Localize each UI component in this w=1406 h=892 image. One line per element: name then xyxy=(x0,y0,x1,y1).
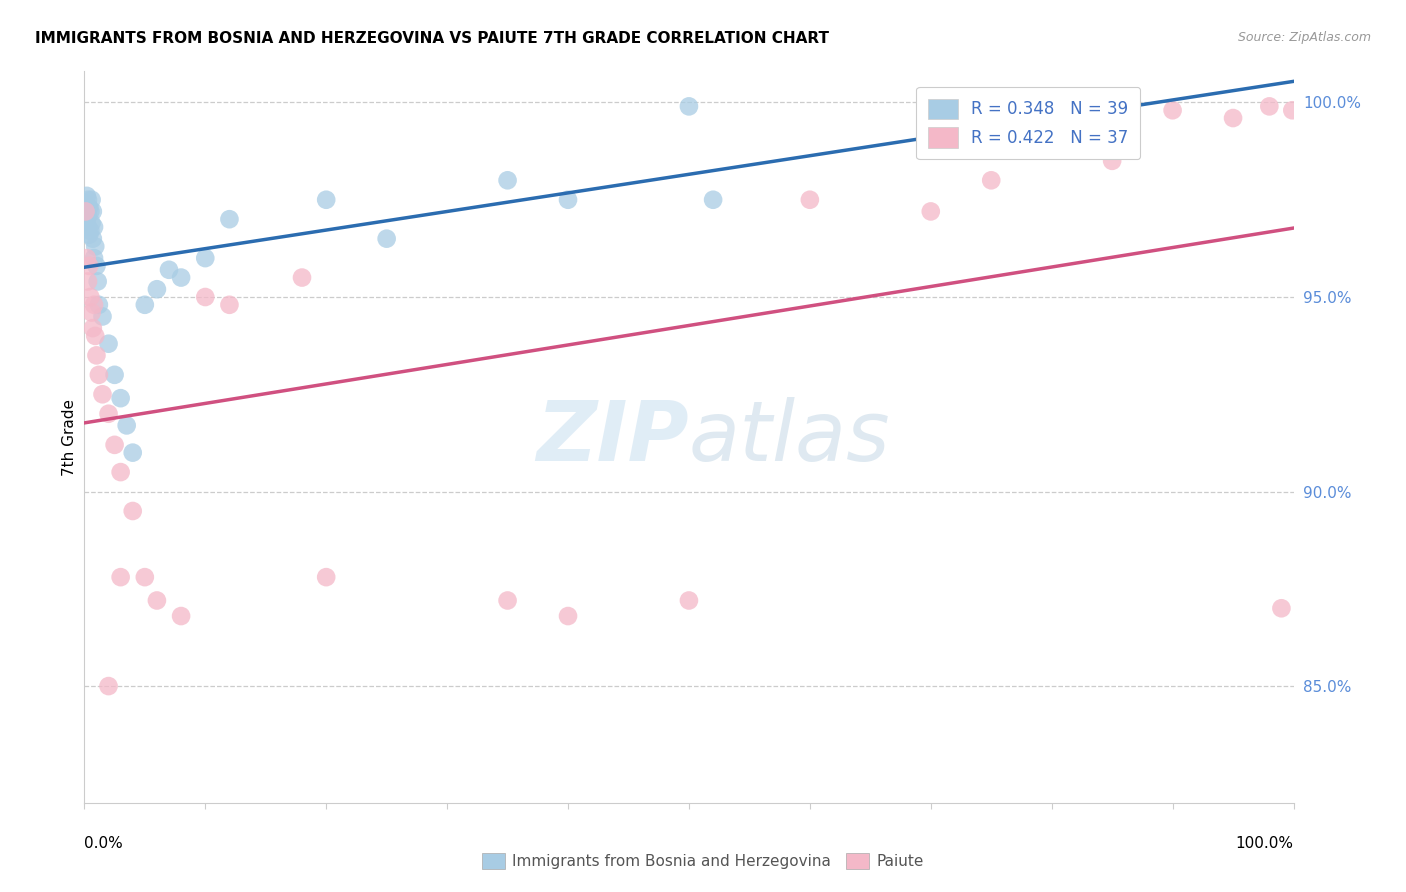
Point xyxy=(86,275,108,289)
Point xyxy=(79,204,101,219)
Point xyxy=(104,438,127,452)
Point xyxy=(110,391,132,405)
Point xyxy=(146,593,169,607)
Point xyxy=(170,270,193,285)
Text: 0.0%: 0.0% xyxy=(84,836,124,851)
Text: 100.0%: 100.0% xyxy=(1236,836,1294,851)
Point xyxy=(83,219,105,234)
Point xyxy=(86,259,108,273)
Point xyxy=(83,251,105,265)
Point xyxy=(97,679,120,693)
Point xyxy=(1258,99,1281,113)
Y-axis label: 7th Grade: 7th Grade xyxy=(62,399,77,475)
Point xyxy=(84,329,107,343)
Point xyxy=(134,298,156,312)
Point xyxy=(76,189,98,203)
Point xyxy=(77,259,100,273)
Point xyxy=(375,232,398,246)
Point xyxy=(194,251,217,265)
Point xyxy=(557,609,579,624)
Point xyxy=(97,336,120,351)
Point xyxy=(86,348,108,362)
Text: Source: ZipAtlas.com: Source: ZipAtlas.com xyxy=(1237,31,1371,45)
Point xyxy=(110,570,132,584)
Point xyxy=(496,173,519,187)
Point xyxy=(146,282,169,296)
Point xyxy=(1281,103,1303,118)
Point xyxy=(82,204,104,219)
Point xyxy=(77,275,100,289)
Point xyxy=(1101,153,1123,168)
Point xyxy=(557,193,579,207)
Point xyxy=(115,418,138,433)
Point xyxy=(82,232,104,246)
Point xyxy=(75,204,97,219)
Text: ZIP: ZIP xyxy=(536,397,689,477)
Point xyxy=(77,201,100,215)
Point xyxy=(76,251,98,265)
Point xyxy=(77,227,100,242)
Legend: Immigrants from Bosnia and Herzegovina, Paiute: Immigrants from Bosnia and Herzegovina, … xyxy=(475,847,931,875)
Point xyxy=(83,298,105,312)
Point xyxy=(315,570,337,584)
Point xyxy=(1222,111,1244,125)
Text: atlas: atlas xyxy=(689,397,890,477)
Point xyxy=(91,310,114,324)
Point xyxy=(799,193,821,207)
Point xyxy=(104,368,127,382)
Point xyxy=(194,290,217,304)
Point xyxy=(291,270,314,285)
Point xyxy=(97,407,120,421)
Point xyxy=(80,193,103,207)
Point xyxy=(157,262,180,277)
Point xyxy=(496,593,519,607)
Point xyxy=(980,173,1002,187)
Point xyxy=(134,570,156,584)
Point xyxy=(91,387,114,401)
Point xyxy=(110,465,132,479)
Point xyxy=(87,298,110,312)
Point xyxy=(77,208,100,222)
Point xyxy=(79,224,101,238)
Point xyxy=(84,239,107,253)
Point xyxy=(87,368,110,382)
Point xyxy=(1161,103,1184,118)
Point xyxy=(79,290,101,304)
Point xyxy=(315,193,337,207)
Point xyxy=(77,193,100,207)
Point xyxy=(80,216,103,230)
Legend: R = 0.348   N = 39, R = 0.422   N = 37: R = 0.348 N = 39, R = 0.422 N = 37 xyxy=(917,87,1140,160)
Point xyxy=(218,298,240,312)
Point xyxy=(702,193,724,207)
Point xyxy=(1270,601,1292,615)
Point xyxy=(75,204,97,219)
Point xyxy=(121,445,143,459)
Point xyxy=(76,212,98,227)
Point xyxy=(218,212,240,227)
Point xyxy=(678,99,700,113)
Text: IMMIGRANTS FROM BOSNIA AND HERZEGOVINA VS PAIUTE 7TH GRADE CORRELATION CHART: IMMIGRANTS FROM BOSNIA AND HERZEGOVINA V… xyxy=(35,31,830,46)
Point xyxy=(82,321,104,335)
Point xyxy=(77,219,100,234)
Point xyxy=(678,593,700,607)
Point xyxy=(80,305,103,319)
Point xyxy=(121,504,143,518)
Point xyxy=(75,196,97,211)
Point xyxy=(920,204,942,219)
Point xyxy=(170,609,193,624)
